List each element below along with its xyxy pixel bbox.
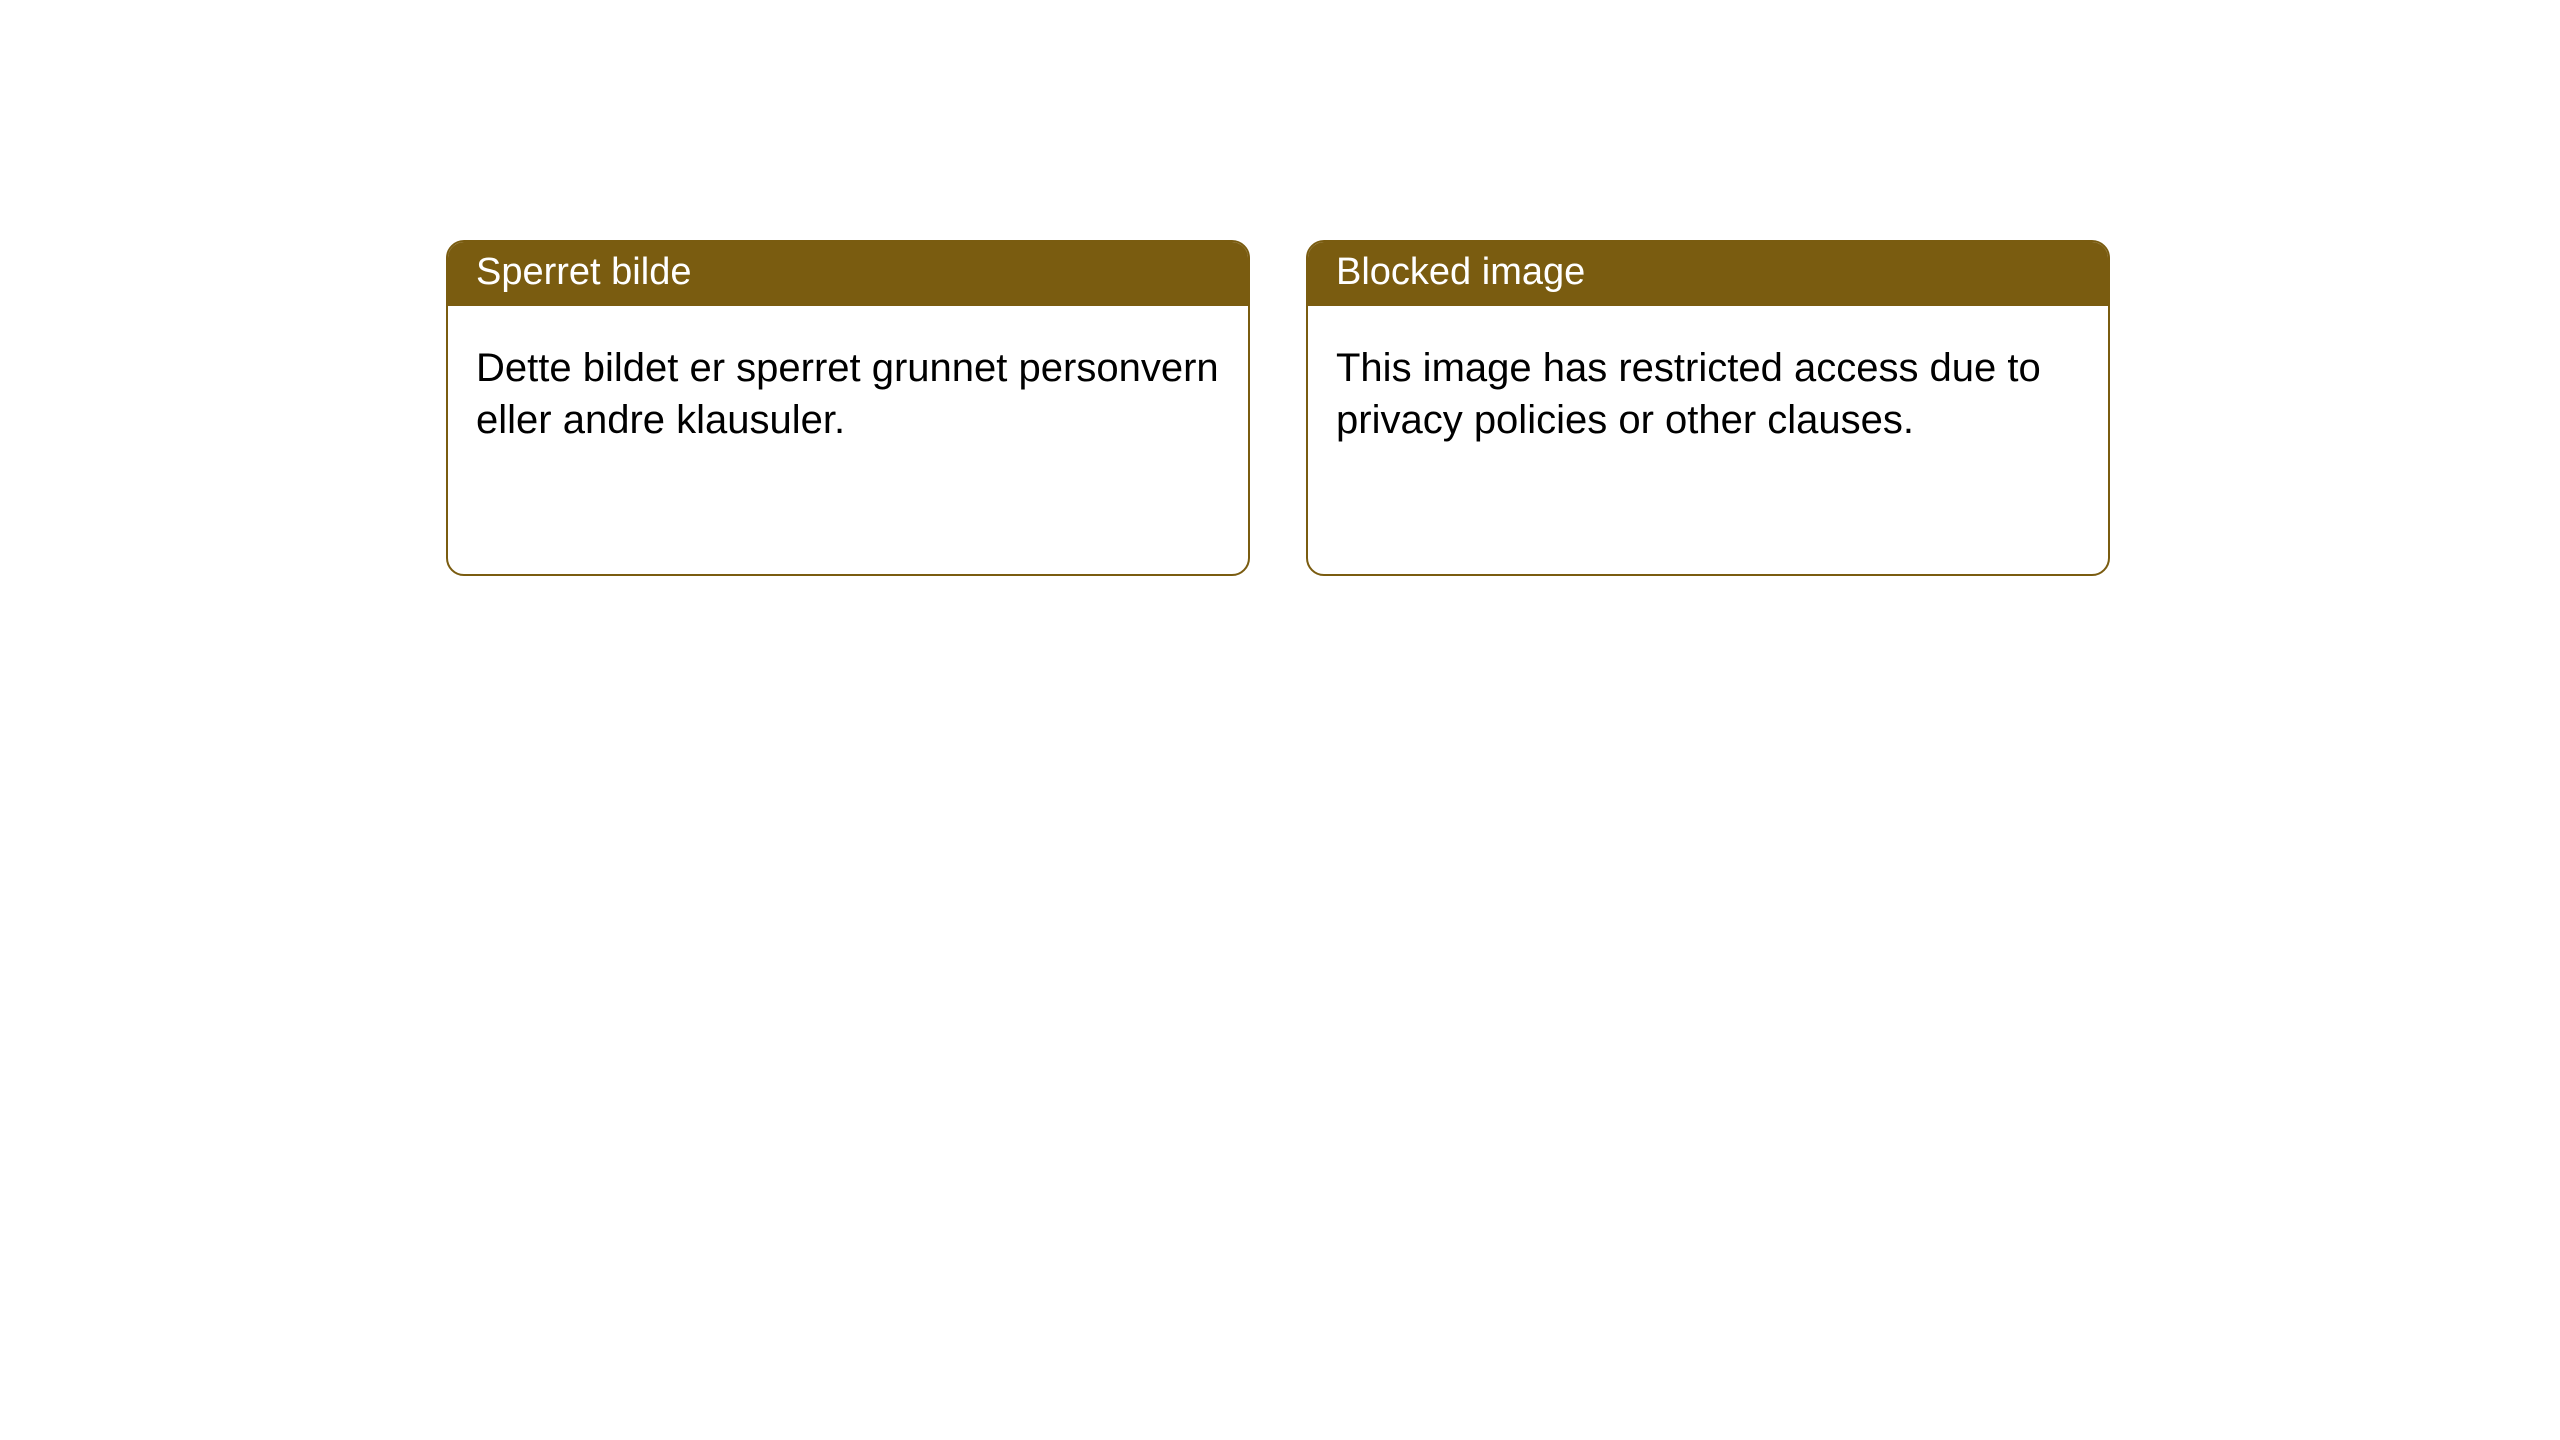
notice-title: Blocked image <box>1336 251 1585 293</box>
notice-header: Blocked image <box>1308 242 2108 306</box>
notice-header: Sperret bilde <box>448 242 1248 306</box>
notice-body-text: Dette bildet er sperret grunnet personve… <box>476 346 1219 443</box>
notice-card-english: Blocked image This image has restricted … <box>1306 240 2110 576</box>
notice-card-norwegian: Sperret bilde Dette bildet er sperret gr… <box>446 240 1250 576</box>
notice-body-text: This image has restricted access due to … <box>1336 346 2041 443</box>
notice-container: Sperret bilde Dette bildet er sperret gr… <box>0 0 2560 576</box>
notice-title: Sperret bilde <box>476 251 691 293</box>
notice-body: This image has restricted access due to … <box>1308 306 2108 476</box>
notice-body: Dette bildet er sperret grunnet personve… <box>448 306 1248 476</box>
